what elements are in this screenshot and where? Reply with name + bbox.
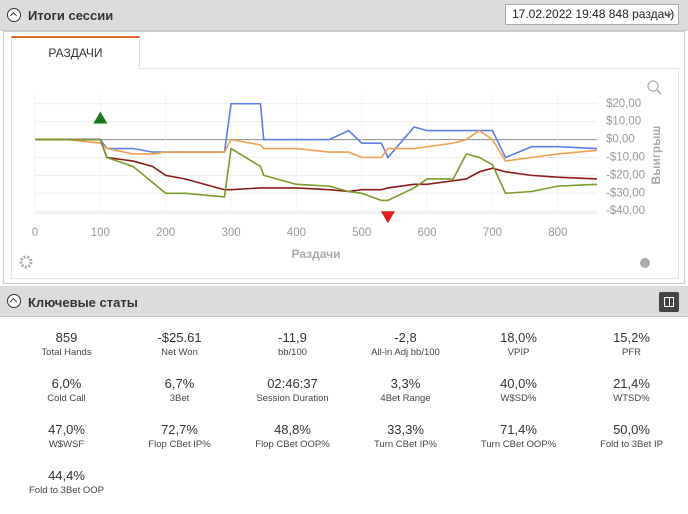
stat-value: 47,0% xyxy=(48,422,85,437)
stat-value: 48,8% xyxy=(274,422,311,437)
stat-value: 6,7% xyxy=(164,376,195,391)
session-header: Итоги сессии 17.02.2022 19:48 848 раздач… xyxy=(0,0,688,31)
y-tick-label: $20,00 xyxy=(606,98,641,110)
stat: 18,0% VPIP xyxy=(462,330,575,376)
stat-label: 4Bet Range xyxy=(380,393,431,404)
stat-value: -11,9 xyxy=(278,330,307,345)
stat-label: 3Bet xyxy=(169,393,190,404)
stat: 48,8% Flop CBet OOP% xyxy=(236,422,349,468)
collapse-button[interactable] xyxy=(7,294,21,308)
stat-label: W$SD% xyxy=(500,393,537,404)
stat-label: Flop CBet IP% xyxy=(148,439,211,450)
x-tick-label: 100 xyxy=(91,227,110,239)
x-tick-label: 0 xyxy=(32,227,38,239)
collapse-button[interactable] xyxy=(7,8,21,22)
stat: 3,3% 4Bet Range xyxy=(349,376,462,422)
stat-label: bb/100 xyxy=(277,347,308,358)
stat-label: Cold Call xyxy=(47,393,86,404)
x-tick-label: 700 xyxy=(483,227,502,239)
stat-label: PFR xyxy=(622,347,641,358)
stat: 44,4% Fold to 3Bet OOP xyxy=(10,468,123,514)
y-tick-label: -$20,00 xyxy=(606,169,645,181)
layout-button[interactable] xyxy=(659,292,679,312)
stat-value: 21,4% xyxy=(613,376,650,391)
stat-value: 15,2% xyxy=(613,330,650,345)
stat: 15,2% PFR xyxy=(575,330,688,376)
stat-value: 6,0% xyxy=(51,376,82,391)
section-title: Ключевые статы xyxy=(28,295,138,310)
stat-label: Fold to 3Bet IP xyxy=(600,439,663,450)
stat: -11,9 bb/100 xyxy=(236,330,349,376)
chart-panel xyxy=(3,31,685,284)
stat-value: 50,0% xyxy=(613,422,650,437)
stat-value: -2,8 xyxy=(394,330,417,345)
stat-value: -$25.61 xyxy=(157,330,202,345)
y-tick-label: $0,00 xyxy=(606,134,635,146)
stat-value: 18,0% xyxy=(500,330,537,345)
stat-value: 71,4% xyxy=(500,422,537,437)
stat-label: WTSD% xyxy=(613,393,650,404)
stat: 6,0% Cold Call xyxy=(10,376,123,422)
zoom-icon-handle xyxy=(656,89,662,95)
stat: 02:46:37 Session Duration xyxy=(236,376,349,422)
stats-header: Ключевые статы xyxy=(0,286,688,317)
x-tick-label: 600 xyxy=(417,227,436,239)
stat-value: 3,3% xyxy=(390,376,421,391)
stat: 71,4% Turn CBet OOP% xyxy=(462,422,575,468)
stats-grid: 859 Total Hands -$25.61 Net Won -11,9 bb/100-… xyxy=(10,330,688,514)
stat-label: Flop CBet OOP% xyxy=(255,439,330,450)
series-line xyxy=(35,102,598,159)
session-dropdown[interactable]: 17.02.2022 19:48 848 раздач) xyxy=(505,4,679,25)
stat: 21,4% WTSD% xyxy=(575,376,688,422)
y-tick-label: -$10,00 xyxy=(606,152,645,164)
stat-value: 72,7% xyxy=(161,422,198,437)
chart: Выигрыш Раздачи $20,00 $10,00 $0,00 -$10,00… xyxy=(19,80,663,269)
series-line xyxy=(35,129,598,162)
x-axis-label: Раздачи xyxy=(292,247,341,261)
stat-value: 40,0% xyxy=(500,376,537,391)
stat: 72,7% Flop CBet IP% xyxy=(123,422,236,468)
x-tick-label: 800 xyxy=(548,227,567,239)
stat-label: Total Hands xyxy=(41,347,92,358)
y-tick-label: $10,00 xyxy=(606,116,641,128)
x-tick-label: 300 xyxy=(221,227,240,239)
stat-label: Turn CBet OOP% xyxy=(480,439,557,450)
stat: 33,3% Turn CBet IP% xyxy=(349,422,462,468)
tab[interactable]: РАЗДАЧИ xyxy=(11,36,140,69)
chart-box xyxy=(11,68,679,279)
stat: 6,7% 3Bet xyxy=(123,376,236,422)
section-title: Итоги сессии xyxy=(28,8,114,23)
stat-label: Fold to 3Bet OOP xyxy=(29,485,104,496)
stat: -2,8 All-in Adj bb/100 xyxy=(349,330,462,376)
stat: 859 Total Hands xyxy=(10,330,123,376)
x-tick-label: 400 xyxy=(287,227,306,239)
stat-label: Session Duration xyxy=(256,393,329,404)
stat-value: 33,3% xyxy=(387,422,424,437)
stat-value: 02:46:37 xyxy=(267,376,318,391)
stat-label: Turn CBet IP% xyxy=(373,439,437,450)
stat-label: Net Won xyxy=(161,347,198,358)
stat: -$25.61 Net Won xyxy=(123,330,236,376)
stat: 50,0% Fold to 3Bet IP xyxy=(575,422,688,468)
x-tick-label: 500 xyxy=(352,227,371,239)
stat-label: All-in Adj bb/100 xyxy=(371,347,440,358)
marker xyxy=(93,111,108,124)
y-tick-label: -$40,00 xyxy=(606,205,645,217)
y-tick-label: -$30,00 xyxy=(606,187,645,199)
series-line xyxy=(35,138,598,202)
series-line xyxy=(35,138,598,193)
marker xyxy=(380,211,395,224)
settings-icon[interactable] xyxy=(19,255,33,269)
zoom-icon[interactable] xyxy=(647,80,659,92)
y-axis-label: Выигрыш xyxy=(649,126,663,185)
stat-label: W$WSF xyxy=(48,439,85,450)
stat-value: 859 xyxy=(55,330,78,345)
stat: 47,0% W$WSF xyxy=(10,422,123,468)
x-tick-label: 200 xyxy=(156,227,175,239)
stat: 40,0% W$SD% xyxy=(462,376,575,422)
stat-value: 44,4% xyxy=(48,468,85,483)
info-icon[interactable] xyxy=(640,258,650,268)
stat-label: VPIP xyxy=(507,347,530,358)
